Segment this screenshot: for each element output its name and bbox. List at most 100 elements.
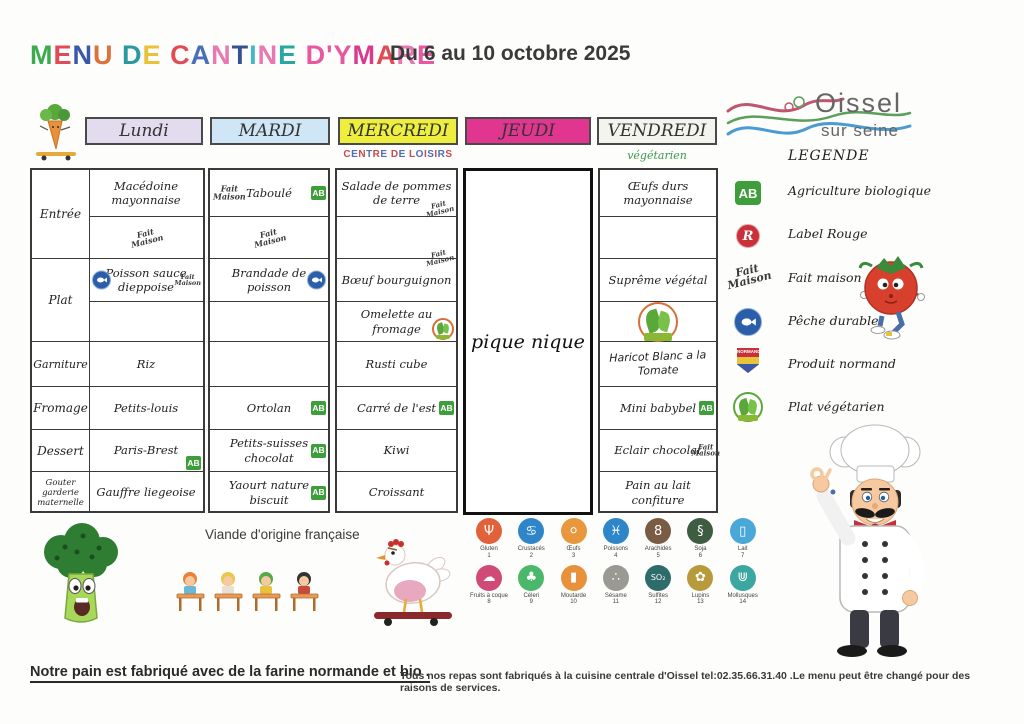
allergen-number: 1: [487, 552, 491, 559]
day-label: JEUDI: [501, 121, 555, 141]
menu-cell: Kiwi: [337, 430, 456, 472]
day-label: VENDREDI: [607, 121, 707, 141]
menu-cell: Eclair chocolat Fait Maison: [600, 430, 720, 472]
allergen-number: 2: [529, 552, 533, 559]
day-label: MARDI: [238, 121, 302, 141]
row-label-entree: Entrée: [32, 170, 89, 259]
column-jeudi-pique-nique: pique nique: [463, 168, 593, 515]
ab-icon: AB: [439, 401, 454, 415]
allergen-number: 11: [612, 599, 619, 606]
crustaces-icon: ♋: [518, 518, 545, 544]
menu-item-label: Ortolan: [246, 400, 292, 415]
plat-vegetarien-icon: [432, 318, 454, 340]
ab-icon: AB: [699, 401, 714, 415]
allergen-item: Ψ Gluten 1: [468, 518, 510, 559]
allergen-name: Fruits à coque: [469, 592, 509, 599]
allergen-number: 3: [571, 552, 576, 559]
allergen-item: 8 Arachides 5: [637, 518, 679, 559]
ab-icon: AB: [311, 186, 326, 200]
allergen-item: § Soja 6: [679, 518, 721, 559]
row-label-gouter: Gouter garderie maternelle: [37, 477, 84, 508]
centre-de-loisirs-note: CENTRE DE LOISIRS: [343, 149, 453, 160]
page-title: MENU DE CANTINE D'YMARE: [30, 40, 437, 70]
menu-cell: Yaourt nature biscuit AB: [210, 472, 328, 513]
legend-item: Pêche durable: [788, 313, 879, 328]
allergen-name: Arachides: [644, 546, 672, 552]
plat-vegetarien-icon: [638, 301, 678, 342]
kids-at-desks-icon: [176, 572, 319, 611]
allergen-item: ♋ Crustacés 2: [510, 518, 552, 559]
ab-icon: AB: [186, 456, 201, 470]
menu-cell: Omelette au fromage: [337, 302, 456, 342]
menu-cell: Paris-Brest AB: [89, 430, 203, 472]
row-labels-column: Entrée Plat Garniture Fromage Dessert Go…: [32, 170, 90, 511]
soja-icon: §: [687, 518, 714, 544]
legend-heading: LEGENDE: [788, 148, 870, 164]
legend-item: Agriculture biologique: [788, 183, 931, 198]
lait-icon: ▯: [729, 518, 756, 544]
allergen-number: 4: [614, 552, 618, 559]
day-header-lundi: Lundi: [85, 117, 203, 145]
date-range: Du 6 au 10 octobre 2025: [390, 42, 631, 65]
allergen-number: 14: [739, 599, 747, 606]
allergen-name: Crustacés: [517, 546, 545, 552]
allergen-name: Moutarde: [560, 592, 587, 599]
allergen-number: 8: [487, 599, 491, 606]
menu-cell: [600, 301, 716, 342]
allergen-item: ☁ Fruits à coque 8: [468, 564, 510, 606]
menu-item-label: Carré de l'est: [356, 400, 437, 415]
chicken-mascot-icon: [374, 539, 452, 626]
sesame-icon: ∴: [602, 564, 629, 591]
menu-cell: Riz: [89, 342, 203, 387]
column-mardi: Fait Maison Taboulé AB Fait Maison Brandad…: [208, 168, 330, 513]
allergen-item: ⋓ Mollusques 14: [722, 564, 764, 606]
allergen-number: 12: [654, 599, 662, 606]
allergen-name: Œufs: [566, 546, 581, 552]
day-header-mardi: MARDI: [210, 117, 330, 145]
allergen-name: Poissons: [603, 546, 629, 552]
day-label: MERCREDI: [347, 121, 449, 141]
menu-cell: Macédoine mayonnaise: [89, 170, 203, 217]
allergen-item: ♣ Céleri 9: [510, 564, 552, 606]
ab-icon: AB: [311, 485, 326, 500]
legend-item: Produit normand: [788, 356, 896, 371]
row-label-fromage: Fromage: [32, 387, 89, 430]
vegetarien-note: végétarien: [627, 149, 687, 162]
allergen-number: 9: [529, 599, 533, 606]
menu-cell: Poisson sauce dieppoise Fait Maison: [89, 259, 203, 302]
ab-icon: AB: [733, 181, 763, 205]
menu-cell: Fait Maison Taboulé AB: [210, 170, 328, 217]
produit-normand-icon: NORMANDIE: [733, 348, 763, 373]
menu-cell: Rusti cube: [337, 342, 456, 387]
day-label: Lundi: [119, 121, 169, 141]
menu-item-label: Salade de pommes de terre: [341, 178, 452, 207]
menu-cell: Fait Maison Bœuf bourguignon: [337, 247, 456, 302]
peche-durable-icon: [92, 270, 111, 290]
menu-item-label: Poisson sauce dieppoise: [105, 265, 187, 294]
allergen-item: ∴ Sésame 11: [595, 564, 637, 606]
oissel-logo: Oissel sur seine: [726, 88, 912, 140]
pique-nique-label: pique nique: [471, 330, 585, 353]
celeri-icon: ♣: [518, 564, 545, 591]
broccoli-mascot-icon: [44, 523, 118, 623]
menu-item-label: Mini babybel: [619, 400, 697, 415]
menu-cell: Œufs durs mayonnaise: [600, 170, 716, 217]
menu-item-label: Paris-Brest: [113, 443, 179, 458]
allergen-number: 10: [570, 599, 577, 606]
menu-cell: Fait Maison: [89, 217, 203, 259]
fait-maison-icon: Fait Maison: [174, 272, 201, 287]
menu-cell: Carré de l'est AB: [337, 387, 456, 430]
allergen-number: 7: [741, 552, 745, 559]
menu-cell: Croissant: [368, 485, 425, 500]
poissons-icon: ♓: [602, 518, 629, 544]
carrot-mascot-icon: [36, 104, 76, 161]
allergen-name: Soja: [694, 546, 707, 552]
column-lundi: Entrée Plat Garniture Fromage Dessert Go…: [30, 168, 205, 513]
fruits-a-coque-icon: ☁: [476, 564, 502, 591]
day-header-jeudi: JEUDI: [465, 117, 591, 145]
allergen-item: SO₂ Sulfites 12: [637, 564, 679, 606]
menu-cell: Petits-louis: [89, 387, 203, 430]
moutarde-icon: ▮: [560, 564, 587, 591]
menu-item-label: Petits-suisses chocolat: [229, 436, 309, 465]
